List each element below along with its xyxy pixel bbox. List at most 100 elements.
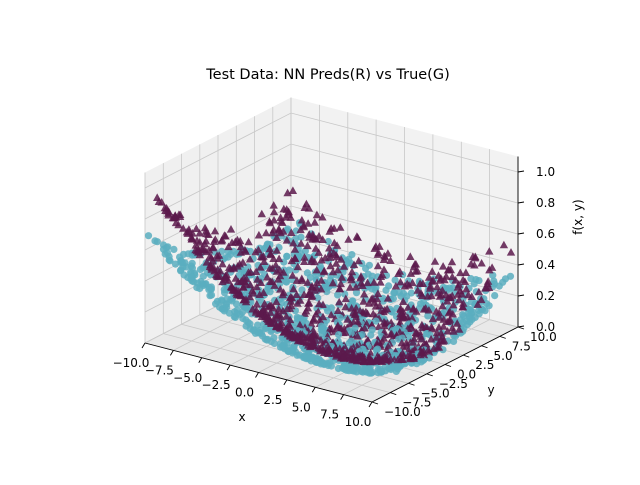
predicted-point <box>303 219 313 227</box>
predicted-point <box>281 212 290 221</box>
predicted-point <box>296 225 305 234</box>
predicted-point <box>454 295 464 304</box>
y-tick <box>463 354 470 358</box>
predicted-point <box>289 284 298 293</box>
predicted-point <box>440 275 449 284</box>
predicted-point <box>336 255 346 263</box>
x-axis-label: x <box>238 410 245 424</box>
predicted-point <box>257 209 266 218</box>
predicted-point <box>278 306 288 315</box>
true-point <box>307 357 315 365</box>
predicted-point <box>418 279 428 287</box>
true-point <box>372 317 380 325</box>
true-point <box>367 331 375 339</box>
predicted-point <box>263 272 272 281</box>
predicted-point <box>375 301 384 310</box>
predicted-point <box>276 217 286 225</box>
true-point <box>193 283 201 292</box>
predicted-point <box>272 246 281 254</box>
predicted-point <box>256 263 265 271</box>
predicted-point <box>374 353 384 361</box>
predicted-point <box>424 306 434 314</box>
predicted-point <box>417 291 427 299</box>
predicted-point <box>272 233 281 241</box>
predicted-point <box>286 297 296 305</box>
predicted-point <box>170 213 179 222</box>
predicted-point <box>336 279 345 288</box>
predicted-point <box>327 310 336 319</box>
predicted-point <box>434 308 444 317</box>
predicted-point <box>209 237 219 245</box>
predicted-point <box>261 228 271 237</box>
predicted-point <box>232 288 241 297</box>
true-point <box>161 250 169 258</box>
predicted-point <box>268 228 277 237</box>
y-axis-label: y <box>487 383 494 397</box>
predicted-point <box>265 217 274 225</box>
predicted-point <box>391 281 401 290</box>
data-points <box>144 186 516 377</box>
z-tick-label: 0.6 <box>536 227 555 241</box>
x-tick <box>311 387 316 393</box>
predicted-point <box>236 242 246 251</box>
predicted-point <box>349 260 359 269</box>
predicted-point <box>299 290 309 298</box>
predicted-point <box>164 210 173 219</box>
predicted-point <box>192 224 201 232</box>
predicted-point <box>279 204 288 213</box>
predicted-point <box>292 290 301 298</box>
predicted-point <box>295 320 305 329</box>
predicted-point <box>239 283 248 291</box>
predicted-point <box>218 259 227 268</box>
predicted-point <box>351 283 361 291</box>
predicted-point <box>325 227 334 235</box>
predicted-point <box>425 347 434 356</box>
true-point <box>334 291 342 299</box>
x-tick <box>141 342 146 349</box>
predicted-point <box>314 299 324 308</box>
predicted-point <box>218 277 227 286</box>
predicted-point <box>279 268 288 276</box>
predicted-point <box>406 269 416 277</box>
predicted-point <box>307 319 316 328</box>
predicted-point <box>333 265 342 274</box>
predicted-point <box>272 310 281 318</box>
predicted-point <box>202 258 211 266</box>
predicted-point <box>307 257 316 265</box>
true-point <box>335 331 343 339</box>
predicted-point <box>338 346 347 355</box>
predicted-point <box>191 241 200 249</box>
predicted-point <box>375 242 384 250</box>
z-tick <box>517 263 525 266</box>
predicted-point <box>328 278 338 287</box>
y-tick <box>517 326 525 330</box>
true-point <box>495 282 503 290</box>
true-point <box>262 324 270 333</box>
true-point <box>342 366 351 374</box>
predicted-point <box>252 282 261 291</box>
predicted-point <box>341 302 350 311</box>
z-tick-label: 1.0 <box>536 165 555 179</box>
predicted-point <box>438 262 448 270</box>
predicted-point <box>376 272 386 280</box>
predicted-point <box>353 233 362 241</box>
predicted-point <box>244 237 253 246</box>
predicted-point <box>272 267 282 275</box>
predicted-point <box>325 244 334 252</box>
predicted-point <box>300 203 309 211</box>
predicted-point <box>210 226 220 235</box>
predicted-point <box>399 297 408 305</box>
y-tick-label: −10.0 <box>384 405 421 419</box>
predicted-point <box>455 325 464 333</box>
predicted-point <box>407 323 416 332</box>
true-point <box>282 278 291 286</box>
y-tick-label: 10.0 <box>530 330 557 344</box>
true-point <box>374 369 382 377</box>
predicted-point <box>245 255 255 263</box>
true-point <box>470 280 478 288</box>
predicted-point <box>297 216 307 224</box>
predicted-point <box>293 262 302 271</box>
true-point <box>379 297 387 305</box>
z-tick <box>517 170 525 173</box>
